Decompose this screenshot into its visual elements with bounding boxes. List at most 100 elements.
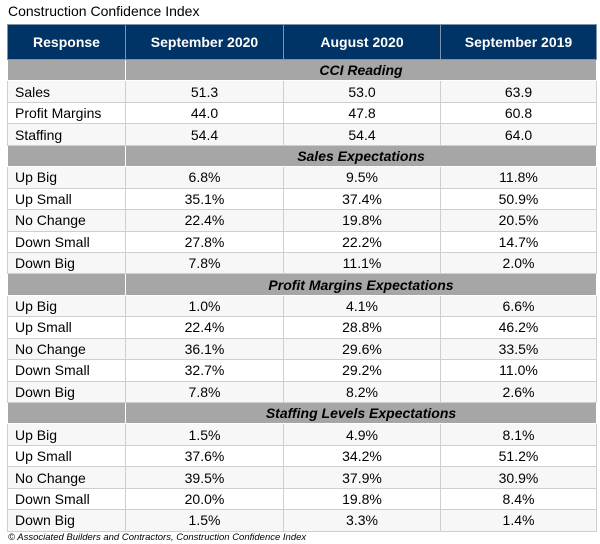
table-cell: 47.8 — [283, 101, 441, 125]
table-row: Down Big 7.8% 8.2% 2.6% — [7, 380, 597, 404]
table-row: Down Small 20.0% 19.8% 8.4% — [7, 487, 597, 511]
row-label: Staffing — [7, 123, 126, 146]
table-cell: 2.0% — [440, 251, 597, 275]
table-row: Up Small 22.4% 28.8% 46.2% — [7, 316, 597, 339]
row-label: Down Small — [7, 487, 126, 511]
table-cell: 7.8% — [125, 380, 284, 404]
section-spacer — [7, 401, 126, 425]
table-cell: 22.4% — [125, 209, 284, 232]
row-label: Up Small — [7, 444, 126, 468]
table-cell: 3.3% — [283, 509, 441, 532]
cci-table: Response September 2020 August 2020 Sept… — [7, 24, 597, 532]
row-label: Down Small — [7, 359, 126, 382]
source-footer: © Associated Builders and Contractors, C… — [8, 532, 307, 543]
table-cell: 11.0% — [440, 359, 597, 382]
table-cell: 46.2% — [440, 316, 597, 339]
table-cell: 29.6% — [283, 337, 441, 361]
row-label: No Change — [7, 337, 126, 361]
section-label: Sales Expectations — [125, 144, 597, 168]
row-label: Down Big — [7, 251, 126, 275]
table-cell: 1.4% — [440, 509, 597, 532]
row-label: Up Small — [7, 316, 126, 339]
section-label: CCI Reading — [125, 58, 597, 82]
table-cell: 20.0% — [125, 487, 284, 511]
table-cell: 36.1% — [125, 337, 284, 361]
table-cell: 6.6% — [440, 294, 597, 318]
section-spacer — [7, 273, 126, 296]
table-row: Up Big 1.0% 4.1% 6.6% — [7, 294, 597, 318]
table-cell: 8.2% — [283, 380, 441, 404]
table-cell: 7.8% — [125, 251, 284, 275]
row-label: No Change — [7, 209, 126, 232]
table-cell: 27.8% — [125, 230, 284, 253]
section-spacer — [7, 58, 126, 82]
row-label: Up Big — [7, 294, 126, 318]
table-row: Sales 51.3 53.0 63.9 — [7, 80, 597, 103]
table-title: Construction Confidence Index — [8, 3, 200, 19]
table-cell: 4.9% — [283, 423, 441, 446]
table-row: No Change 36.1% 29.6% 33.5% — [7, 337, 597, 361]
table-cell: 1.5% — [125, 423, 284, 446]
table-cell: 54.4 — [283, 123, 441, 146]
row-label: Up Big — [7, 423, 126, 446]
table-row: No Change 22.4% 19.8% 20.5% — [7, 209, 597, 232]
table-cell: 64.0 — [440, 123, 597, 146]
table-cell: 29.2% — [283, 359, 441, 382]
table-cell: 50.9% — [440, 187, 597, 211]
row-label: Down Small — [7, 230, 126, 253]
table-row: Down Small 27.8% 22.2% 14.7% — [7, 230, 597, 253]
column-header: September 2020 — [125, 24, 284, 60]
table-cell: 11.1% — [283, 251, 441, 275]
header-row: Response September 2020 August 2020 Sept… — [7, 24, 597, 60]
section-header-row: Profit Margins Expectations — [7, 273, 597, 296]
table-row: Down Big 1.5% 3.3% 1.4% — [7, 509, 597, 532]
table-cell: 8.4% — [440, 487, 597, 511]
column-header: September 2019 — [440, 24, 597, 60]
table-cell: 11.8% — [440, 166, 597, 189]
table-cell: 39.5% — [125, 466, 284, 489]
table-cell: 9.5% — [283, 166, 441, 189]
table-cell: 19.8% — [283, 487, 441, 511]
table-cell: 35.1% — [125, 187, 284, 211]
table-cell: 4.1% — [283, 294, 441, 318]
section-header-row: Sales Expectations — [7, 144, 597, 168]
table-cell: 44.0 — [125, 101, 284, 125]
table-cell: 37.4% — [283, 187, 441, 211]
row-label: Sales — [7, 80, 126, 103]
table-cell: 1.5% — [125, 509, 284, 532]
table-row: Down Small 32.7% 29.2% 11.0% — [7, 359, 597, 382]
table-cell: 37.6% — [125, 444, 284, 468]
table-cell: 37.9% — [283, 466, 441, 489]
section-header-row: Staffing Levels Expectations — [7, 401, 597, 425]
row-label: Profit Margins — [7, 101, 126, 125]
table-row: Up Big 6.8% 9.5% 11.8% — [7, 166, 597, 189]
table-row: Up Big 1.5% 4.9% 8.1% — [7, 423, 597, 446]
table-cell: 20.5% — [440, 209, 597, 232]
table-cell: 60.8 — [440, 101, 597, 125]
table-cell: 30.9% — [440, 466, 597, 489]
table-cell: 53.0 — [283, 80, 441, 103]
table-cell: 51.2% — [440, 444, 597, 468]
table-cell: 54.4 — [125, 123, 284, 146]
table-row: Staffing 54.4 54.4 64.0 — [7, 123, 597, 146]
section-spacer — [7, 144, 126, 168]
table-cell: 28.8% — [283, 316, 441, 339]
table-row: Up Small 35.1% 37.4% 50.9% — [7, 187, 597, 211]
column-header: Response — [7, 24, 126, 60]
table-row: Up Small 37.6% 34.2% 51.2% — [7, 444, 597, 468]
table-cell: 6.8% — [125, 166, 284, 189]
row-label: No Change — [7, 466, 126, 489]
table-cell: 1.0% — [125, 294, 284, 318]
section-header-row: CCI Reading — [7, 58, 597, 82]
table-row: No Change 39.5% 37.9% 30.9% — [7, 466, 597, 489]
section-label: Staffing Levels Expectations — [125, 401, 597, 425]
table-cell: 33.5% — [440, 337, 597, 361]
table-cell: 32.7% — [125, 359, 284, 382]
table-cell: 34.2% — [283, 444, 441, 468]
column-header: August 2020 — [283, 24, 441, 60]
row-label: Down Big — [7, 380, 126, 404]
section-label: Profit Margins Expectations — [125, 273, 597, 296]
row-label: Up Small — [7, 187, 126, 211]
table-cell: 63.9 — [440, 80, 597, 103]
table-cell: 8.1% — [440, 423, 597, 446]
